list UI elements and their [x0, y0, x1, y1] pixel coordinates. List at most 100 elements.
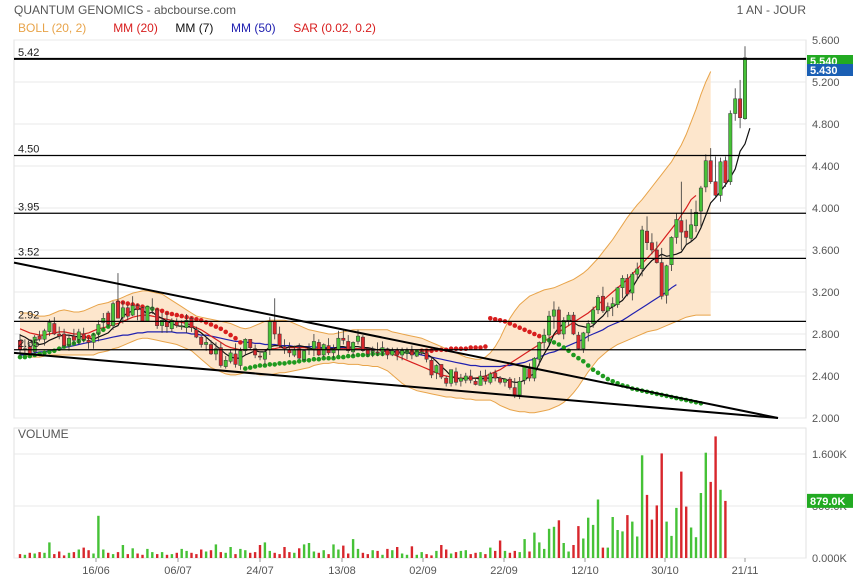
legend-item: MM (20)	[113, 21, 158, 35]
candle-body	[253, 348, 258, 356]
x-tick-label: 24/07	[246, 565, 274, 577]
price-tick-label: 4.400	[812, 161, 840, 173]
candle-body	[336, 337, 341, 350]
sar-dot	[105, 324, 111, 329]
sar-dot	[585, 363, 591, 368]
sar-dot	[223, 329, 228, 335]
candle-body	[101, 318, 106, 323]
sar-dot	[277, 361, 282, 366]
candle-body	[449, 369, 454, 384]
volume-bar	[503, 550, 507, 558]
volume-bar	[170, 554, 174, 558]
candle-body	[659, 262, 664, 297]
sar-dot	[556, 342, 562, 347]
volume-bar	[146, 548, 149, 558]
sar-dot	[159, 308, 165, 314]
sar-dot	[483, 344, 488, 349]
candle-body	[669, 237, 674, 265]
volume-bar	[53, 554, 56, 558]
candle-body	[111, 303, 116, 326]
x-tick-label: 06/07	[164, 565, 192, 577]
volume-bar	[601, 547, 605, 558]
volume-bar	[62, 555, 66, 558]
date-axis: 16/06 06/07 24/07 13/08 02/09 22/09 12/10 30/10…	[82, 558, 758, 577]
volume-bar	[577, 526, 580, 558]
volume-bar	[317, 552, 320, 558]
volume-title: VOLUME	[18, 427, 69, 441]
volume-bar	[322, 550, 325, 558]
volume-bar	[391, 550, 394, 558]
level-label: 5.42	[18, 47, 39, 59]
volume-bar	[342, 545, 345, 558]
volume-bar	[445, 549, 448, 558]
candle-body	[424, 352, 429, 360]
candle-body	[248, 339, 253, 348]
candle-body	[96, 324, 101, 334]
volume-bar	[660, 453, 663, 558]
volume-bar	[190, 552, 193, 558]
volume-bar	[136, 553, 139, 558]
candle-body	[125, 307, 130, 317]
candle-body	[164, 321, 169, 327]
candle-body	[76, 331, 81, 340]
candle-body	[135, 305, 140, 311]
sar-dot	[17, 354, 23, 360]
candle-body	[679, 220, 684, 233]
sar-dot	[228, 332, 233, 338]
volume-bar	[685, 506, 688, 558]
volume-bar	[126, 554, 129, 558]
sar-dot	[47, 349, 52, 355]
candle-body	[395, 349, 400, 356]
candle-body	[414, 351, 419, 357]
volume-bar	[694, 537, 698, 558]
candle-body	[32, 336, 37, 353]
sar-dot	[125, 301, 131, 306]
candle-body	[498, 377, 503, 383]
candle-body	[645, 230, 649, 243]
volume-badge: 879.0K	[807, 493, 853, 508]
level-label: 2.65	[18, 338, 39, 350]
candle-body	[365, 348, 370, 355]
level-label: 3.52	[18, 246, 39, 258]
candle-body	[517, 381, 522, 396]
sar-dot	[233, 335, 238, 341]
candle-body	[400, 350, 405, 356]
candle-body	[723, 160, 728, 184]
volume-bar	[253, 552, 257, 558]
volume-bar	[675, 507, 678, 558]
volume-bar	[48, 542, 51, 558]
volume-tick-label: 0.000K	[812, 553, 848, 565]
candle-body	[86, 340, 91, 343]
indicator-legend: BOLL (20, 2) MM (20) MM (7) MM (50) SAR (0.0…	[18, 21, 376, 35]
volume-bar	[621, 531, 624, 558]
volume-bar	[131, 548, 134, 559]
candle-body	[605, 306, 610, 312]
candle-body	[302, 350, 307, 360]
candle-body	[488, 373, 493, 383]
sar-dot	[590, 367, 596, 373]
sar-dot	[292, 360, 297, 365]
volume-bar	[650, 519, 654, 558]
volume-bar	[435, 550, 438, 558]
candle-body	[547, 315, 551, 336]
sar-dot	[306, 358, 312, 363]
volume-bar	[102, 549, 105, 558]
bollinger-lower-line	[19, 314, 711, 414]
candle-body	[316, 342, 321, 356]
candle-body	[120, 307, 125, 318]
sar-dot	[595, 370, 601, 376]
candle-body	[503, 378, 507, 383]
candle-body	[458, 377, 463, 382]
sar-dot	[512, 323, 518, 328]
sar-dot	[468, 345, 474, 350]
level-label: 3.95	[18, 201, 39, 213]
candle-body	[571, 314, 576, 335]
candle-body	[738, 98, 743, 118]
volume-bar	[420, 552, 423, 558]
candle-body	[551, 309, 556, 317]
candle-body	[213, 348, 218, 355]
candle-body	[145, 306, 150, 322]
candle-body	[586, 323, 591, 334]
candle-body	[468, 375, 473, 381]
candle-body	[179, 325, 184, 327]
